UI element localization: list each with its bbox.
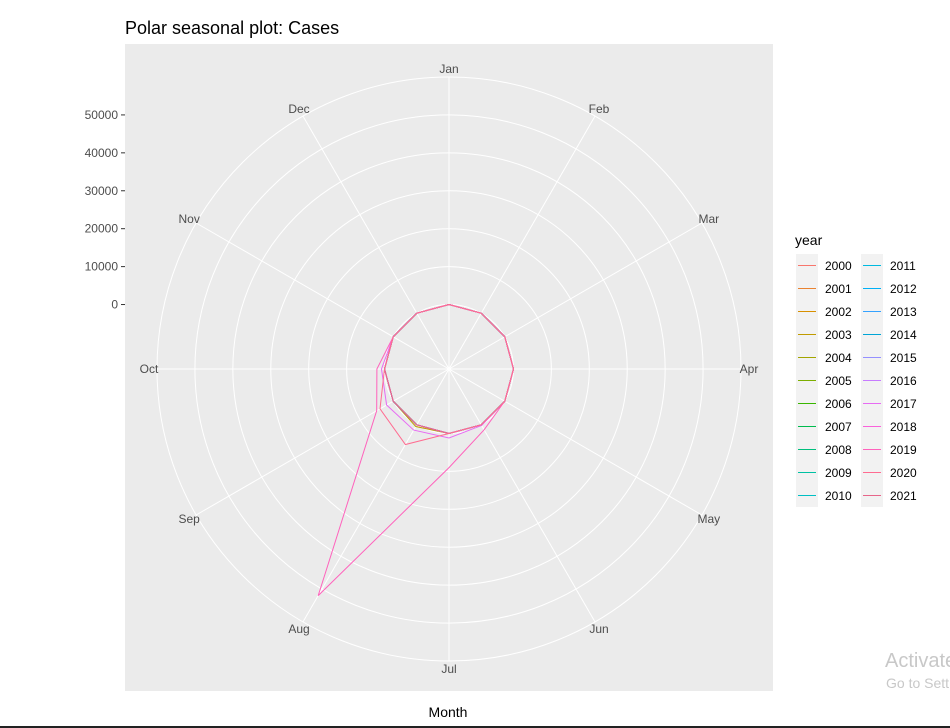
month-spokes — [157, 77, 741, 661]
legend-label-2012: 2012 — [890, 282, 917, 296]
legend-label-2008: 2008 — [825, 443, 852, 457]
y-tick-label-5: 50000 — [85, 108, 119, 122]
month-label-nov: Nov — [179, 212, 200, 226]
series-line-2020 — [379, 304, 515, 446]
spoke-jun — [448, 368, 596, 623]
spoke-may — [448, 368, 703, 516]
watermark-line2: Go to Sett — [886, 675, 949, 691]
legend-label-2016: 2016 — [890, 374, 917, 388]
month-label-sep: Sep — [179, 512, 201, 526]
legend-label-2014: 2014 — [890, 328, 917, 342]
chart-title: Polar seasonal plot: Cases — [125, 18, 339, 38]
month-label-jun: Jun — [589, 622, 608, 636]
month-label-aug: Aug — [288, 622, 309, 636]
legend-label-2015: 2015 — [890, 351, 917, 365]
legend-label-2003: 2003 — [825, 328, 852, 342]
legend-title: year — [795, 232, 823, 248]
month-label-apr: Apr — [740, 362, 759, 376]
month-axis: Jan Feb Mar Apr May Jun Jul Aug Sep Oct Nov Dec — [140, 62, 759, 676]
y-axis: 0 10000 20000 30000 40000 50000 — [85, 108, 125, 312]
legend-label-2002: 2002 — [825, 305, 852, 319]
legend-label-2013: 2013 — [890, 305, 917, 319]
spoke-mar — [448, 222, 703, 370]
activate-windows-watermark: Activate Go to Sett — [885, 650, 950, 691]
month-label-may: May — [697, 512, 720, 526]
spoke-aug — [302, 368, 450, 623]
spoke-nov — [195, 222, 450, 370]
legend-label-2011: 2011 — [890, 259, 916, 273]
y-tick-label-3: 30000 — [85, 184, 119, 198]
y-tick-label-4: 40000 — [85, 146, 119, 160]
spoke-sep — [195, 368, 450, 516]
legend: year 2000 2001 2002 2003 2004 2005 2006 2007 200… — [795, 232, 917, 507]
x-axis-label: Month — [429, 704, 468, 720]
month-label-feb: Feb — [589, 102, 610, 116]
watermark-line1: Activate — [885, 650, 950, 672]
legend-label-2006: 2006 — [825, 397, 852, 411]
legend-label-2004: 2004 — [825, 351, 852, 365]
window-bottom-edge — [0, 726, 950, 728]
spoke-dec — [302, 115, 450, 370]
legend-label-2005: 2005 — [825, 374, 852, 388]
month-label-jul: Jul — [441, 662, 456, 676]
legend-label-2009: 2009 — [825, 466, 852, 480]
spoke-feb — [448, 115, 596, 370]
legend-label-2010: 2010 — [825, 489, 852, 503]
legend-label-2019: 2019 — [890, 443, 917, 457]
legend-label-2020: 2020 — [890, 466, 917, 480]
legend-label-2018: 2018 — [890, 420, 917, 434]
month-label-oct: Oct — [140, 362, 159, 376]
y-tick-label-0: 0 — [111, 298, 118, 312]
legend-label-2007: 2007 — [825, 420, 852, 434]
month-label-mar: Mar — [698, 212, 719, 226]
series-lines — [317, 304, 515, 596]
month-label-dec: Dec — [288, 102, 309, 116]
y-tick-label-2: 20000 — [85, 222, 119, 236]
legend-label-2021: 2021 — [890, 489, 917, 503]
y-tick-label-1: 10000 — [85, 260, 119, 274]
month-label-jan: Jan — [439, 62, 458, 76]
legend-label-2000: 2000 — [825, 259, 852, 273]
legend-label-2001: 2001 — [825, 282, 852, 296]
legend-label-2017: 2017 — [890, 397, 917, 411]
